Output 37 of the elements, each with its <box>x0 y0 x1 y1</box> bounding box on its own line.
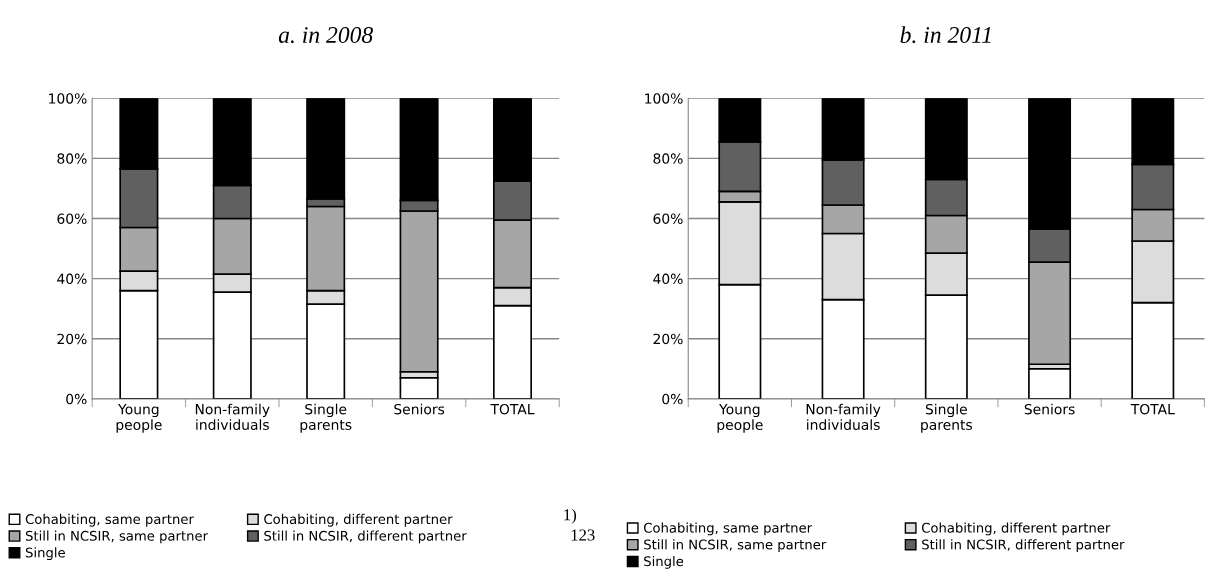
legend-label: Still in NCSIR, different partner <box>264 530 467 544</box>
x-tick-label: Seniors <box>394 403 445 415</box>
chart-title: a. in 2008 <box>278 27 373 44</box>
y-tick-label: 100% <box>49 93 87 104</box>
x-tick-label: Non-family individuals <box>806 403 881 430</box>
text: 123 <box>571 529 595 541</box>
legend-label: Cohabiting, different partner <box>921 522 1111 536</box>
legend-label: Still in NCSIR, different partner <box>922 539 1125 553</box>
y-tick-label: 60% <box>57 213 87 224</box>
y-tick-label: 0% <box>662 393 683 405</box>
legend-label: Still in NCSIR, same partner <box>644 539 827 553</box>
x-tick-label: Seniors <box>1024 403 1075 415</box>
legend-label: Single <box>644 555 684 569</box>
chart-title: b. in 2011 <box>900 26 991 44</box>
y-tick-label: 40% <box>653 273 683 285</box>
legend-label: Cohabiting, different partner <box>264 513 453 527</box>
legend-label: Cohabiting, same partner <box>644 522 813 536</box>
text: 1) <box>564 508 577 524</box>
legend-label: Cohabiting, same partner <box>25 513 194 527</box>
y-tick-label: 80% <box>57 153 87 164</box>
y-tick-label: 80% <box>653 153 683 164</box>
y-tick-label: 60% <box>653 213 683 224</box>
legend-label: Still in NCSIR, same partner <box>25 530 209 544</box>
y-tick-label: 100% <box>645 93 683 104</box>
y-tick-label: 0% <box>66 393 87 405</box>
x-tick-label: TOTAL <box>1130 403 1175 415</box>
bar <box>1028 367 1072 399</box>
x-tick-label: Single parents <box>921 403 973 433</box>
legend-label: Single <box>25 547 65 561</box>
x-tick-label: Young people <box>116 404 162 433</box>
y-tick-label: 20% <box>653 333 683 345</box>
x-tick-label: Young people <box>717 404 763 433</box>
y-tick-label: 20% <box>57 333 87 345</box>
x-tick-label: TOTAL <box>490 403 535 415</box>
x-tick-label: Single parents <box>300 403 352 433</box>
y-tick-label: 40% <box>57 273 87 285</box>
x-tick-label: Non-family individuals <box>195 403 270 430</box>
